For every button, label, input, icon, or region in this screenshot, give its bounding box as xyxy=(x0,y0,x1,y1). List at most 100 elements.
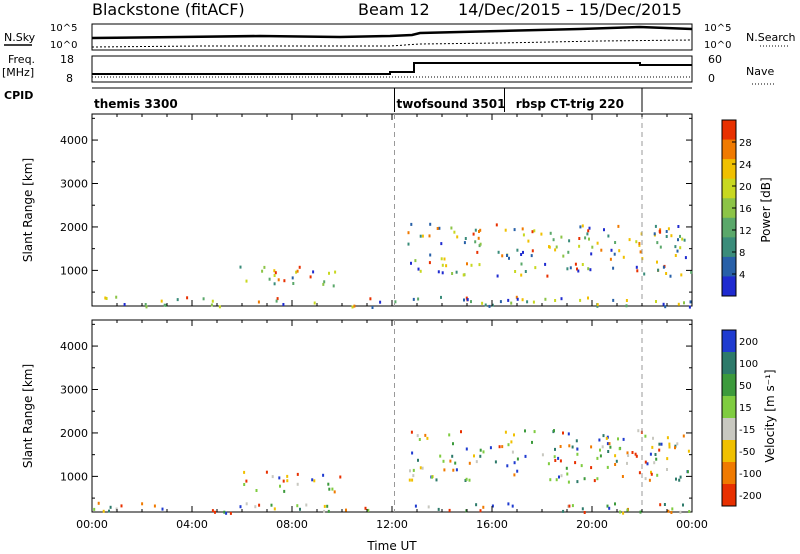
data-cell xyxy=(674,446,676,450)
data-cell xyxy=(657,268,660,272)
data-cell xyxy=(659,503,662,507)
data-cell xyxy=(618,249,621,253)
data-cell xyxy=(686,470,689,474)
data-cell xyxy=(618,447,621,451)
colorbar-tick-label: -50 xyxy=(739,447,755,458)
data-cell xyxy=(568,239,571,243)
data-cell xyxy=(508,256,510,260)
data-cell xyxy=(638,243,641,247)
data-cell xyxy=(586,232,589,236)
data-cell xyxy=(574,262,577,266)
data-cell xyxy=(656,260,658,264)
data-cell xyxy=(567,432,570,436)
data-cell xyxy=(655,457,658,461)
data-cell xyxy=(516,457,519,461)
data-cell xyxy=(588,226,591,230)
data-cell xyxy=(663,503,666,506)
data-cell xyxy=(497,250,500,254)
data-cell xyxy=(419,234,422,238)
data-cell xyxy=(622,437,625,441)
data-cell xyxy=(589,268,592,272)
data-cell xyxy=(416,434,419,438)
data-cell xyxy=(634,452,637,456)
data-cell xyxy=(678,478,681,482)
data-cell xyxy=(610,248,613,252)
data-cell xyxy=(239,265,242,269)
data-cell xyxy=(510,301,513,305)
data-cell xyxy=(507,443,510,447)
data-cell xyxy=(617,224,620,228)
data-cell xyxy=(443,468,446,472)
data-cell xyxy=(671,507,674,511)
data-cell xyxy=(407,231,410,235)
data-cell xyxy=(524,270,527,273)
data-cell xyxy=(298,265,301,269)
data-cell xyxy=(658,442,661,446)
colorbar-tick-label: 8 xyxy=(739,248,745,259)
data-cell xyxy=(489,446,492,450)
data-cell xyxy=(261,269,264,273)
data-cell xyxy=(371,306,374,309)
data-cell xyxy=(635,454,638,458)
data-cell xyxy=(409,469,411,473)
data-cell xyxy=(282,303,285,306)
data-cell xyxy=(644,460,647,464)
data-cell xyxy=(639,510,642,514)
data-cell xyxy=(417,297,420,301)
data-cell xyxy=(452,468,455,472)
data-cell xyxy=(323,509,326,513)
colorbar-swatch xyxy=(722,139,736,160)
data-cell xyxy=(626,451,629,455)
data-cell xyxy=(475,460,478,464)
data-cell xyxy=(465,509,468,513)
x-tick-label: 12:00 xyxy=(376,518,408,531)
data-cell xyxy=(460,430,462,434)
data-cell xyxy=(581,263,584,266)
data-cell xyxy=(654,453,657,456)
data-cell xyxy=(501,445,504,449)
nave-max: 60 xyxy=(708,53,722,66)
data-cell xyxy=(504,228,507,232)
data-cell xyxy=(451,454,454,458)
date-range: 14/Dec/2015 – 15/Dec/2015 xyxy=(458,0,682,19)
data-cell xyxy=(313,301,316,305)
data-cell xyxy=(567,504,570,508)
data-cell xyxy=(468,478,471,482)
data-cell xyxy=(549,478,552,482)
data-cell xyxy=(479,242,482,246)
data-cell xyxy=(598,438,601,442)
data-cell xyxy=(560,474,563,478)
data-cell xyxy=(455,270,458,274)
data-cell xyxy=(364,506,367,510)
data-cell xyxy=(677,302,680,306)
data-cell xyxy=(296,472,299,476)
data-cell xyxy=(504,430,507,434)
data-cell xyxy=(617,437,619,441)
data-cell xyxy=(667,509,670,513)
colorbar-tick-label: 4 xyxy=(739,270,745,281)
data-cell xyxy=(479,448,482,452)
data-cell xyxy=(427,505,430,509)
colorbar-tick-label: 16 xyxy=(739,204,752,215)
colorbar-swatch xyxy=(722,440,736,463)
colorbar-swatch xyxy=(722,484,736,507)
data-cell xyxy=(587,229,590,233)
data-cell xyxy=(499,300,502,304)
data-cell xyxy=(522,250,524,254)
data-cell xyxy=(417,458,419,462)
data-cell xyxy=(552,238,555,242)
data-cell xyxy=(554,299,557,302)
data-cell xyxy=(677,225,680,228)
nsearch-min: 10^0 xyxy=(704,40,731,51)
data-cell xyxy=(421,466,424,470)
data-cell xyxy=(474,228,477,232)
data-cell xyxy=(607,450,610,453)
data-cell xyxy=(675,477,677,481)
data-cell xyxy=(465,477,468,481)
data-cell xyxy=(555,478,558,482)
freq-unit: [MHz] xyxy=(2,66,34,79)
data-cell xyxy=(507,502,510,506)
data-cell xyxy=(668,445,671,449)
data-cell xyxy=(369,297,372,301)
data-cell xyxy=(479,509,482,513)
